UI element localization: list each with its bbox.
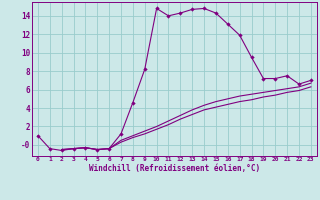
X-axis label: Windchill (Refroidissement éolien,°C): Windchill (Refroidissement éolien,°C) (89, 164, 260, 173)
